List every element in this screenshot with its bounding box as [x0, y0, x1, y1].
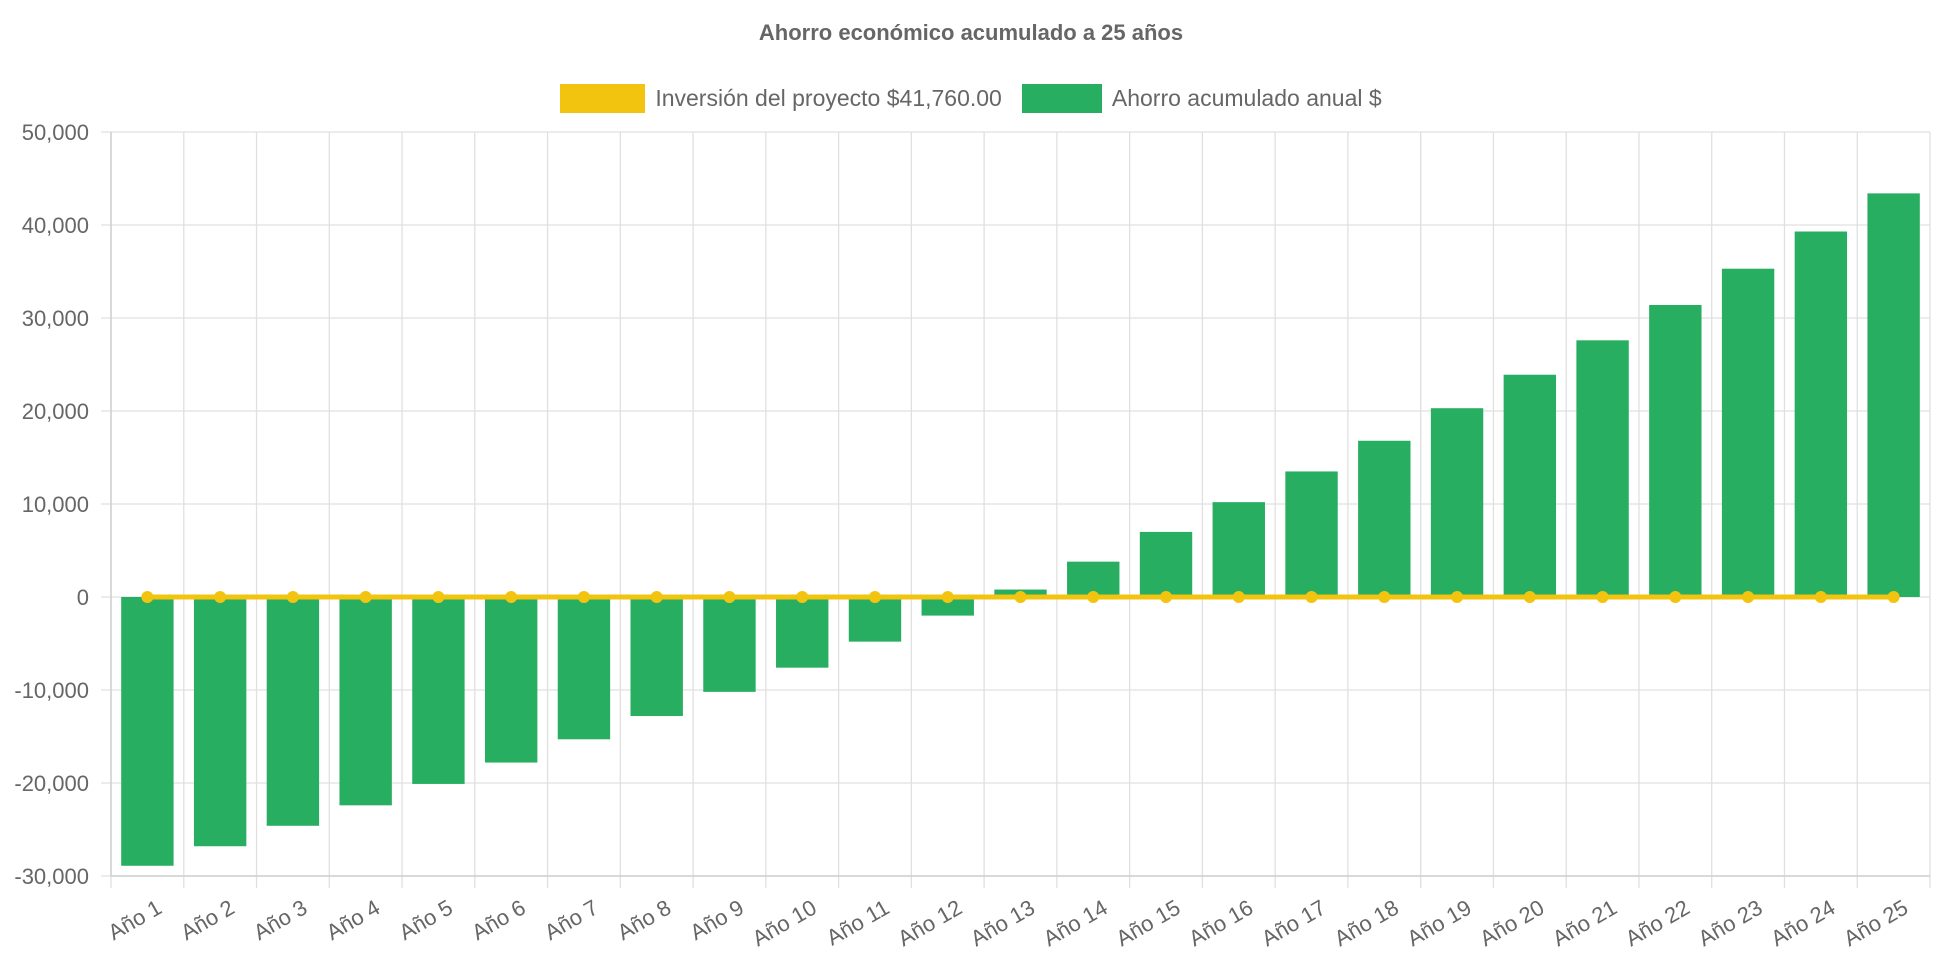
point-investment[interactable]: [723, 591, 736, 603]
bar-savings[interactable]: [1139, 531, 1193, 597]
x-tick-label: Año 20: [1475, 895, 1548, 952]
point-investment[interactable]: [1596, 591, 1609, 603]
bar-savings[interactable]: [1721, 268, 1775, 597]
y-tick-label: 40,000: [22, 213, 89, 238]
x-tick-label: Año 2: [176, 895, 238, 945]
x-axis-ticks: Año 1 Año 2 Año 3 Año 4 Año 5 Año 6 Año 7 Año 8…: [104, 895, 1913, 952]
point-investment[interactable]: [941, 591, 954, 603]
point-investment[interactable]: [1814, 591, 1827, 603]
x-tick-label: Año 15: [1112, 895, 1185, 952]
y-tick-label: 0: [77, 585, 89, 610]
line-series: [141, 591, 1900, 603]
point-investment[interactable]: [1742, 591, 1755, 603]
legend-item-investment[interactable]: Inversión del proyecto $41,760.00: [560, 84, 1002, 113]
point-investment[interactable]: [1014, 591, 1027, 603]
legend-label-investment: Inversión del proyecto $41,760.00: [655, 85, 1002, 111]
bar-savings[interactable]: [266, 597, 320, 826]
x-tick-label: Año 12: [893, 895, 966, 952]
y-axis-ticks: -30,000 -20,000 -10,000 0 10,000 20,000 30,000…: [14, 120, 89, 889]
bar-savings[interactable]: [1794, 231, 1848, 597]
x-tick-label: Año 1: [104, 895, 166, 945]
point-investment[interactable]: [505, 591, 518, 603]
point-investment[interactable]: [141, 591, 154, 603]
x-tick-label: Año 22: [1621, 895, 1694, 952]
bar-savings[interactable]: [1285, 471, 1338, 597]
point-investment[interactable]: [868, 591, 881, 603]
point-investment[interactable]: [432, 591, 445, 603]
legend-swatch-savings: [1021, 84, 1102, 113]
x-tick-label: Año 16: [1184, 895, 1257, 952]
chart-legend: Inversión del proyecto $41,760.00 Ahorro…: [0, 84, 1942, 113]
point-investment[interactable]: [1523, 591, 1536, 603]
x-tick-label: Año 5: [395, 895, 457, 945]
bar-savings[interactable]: [921, 597, 974, 616]
x-tick-label: Año 19: [1403, 895, 1476, 952]
bar-series: [121, 193, 1920, 866]
point-investment[interactable]: [650, 591, 663, 603]
bar-savings[interactable]: [339, 597, 392, 806]
y-tick-label: -30,000: [14, 864, 89, 889]
x-tick-label: Año 17: [1257, 895, 1330, 952]
legend-label-savings: Ahorro acumulado anual $: [1111, 85, 1382, 111]
point-investment[interactable]: [1887, 591, 1900, 603]
bar-savings[interactable]: [193, 597, 247, 847]
y-tick-label: 20,000: [22, 399, 89, 424]
x-tick-label: Año 23: [1694, 895, 1767, 952]
grid-lines: [101, 131, 1931, 888]
legend-item-savings[interactable]: Ahorro acumulado anual $: [1021, 84, 1382, 113]
bar-savings[interactable]: [557, 597, 611, 740]
bar-savings[interactable]: [1430, 408, 1484, 597]
bar-savings[interactable]: [121, 597, 174, 866]
point-investment[interactable]: [1160, 591, 1173, 603]
x-tick-label: Año 14: [1039, 895, 1112, 952]
point-investment[interactable]: [1305, 591, 1318, 603]
point-investment[interactable]: [1378, 591, 1391, 603]
y-tick-label: -20,000: [14, 771, 89, 796]
bar-savings[interactable]: [630, 597, 683, 717]
bar-savings[interactable]: [776, 597, 829, 668]
bar-savings[interactable]: [1576, 340, 1629, 597]
bar-savings[interactable]: [484, 597, 538, 763]
x-tick-label: Año 13: [966, 895, 1039, 952]
x-tick-label: Año 6: [467, 895, 529, 945]
x-tick-label: Año 4: [322, 895, 384, 945]
point-investment[interactable]: [1669, 591, 1682, 603]
x-tick-label: Año 10: [748, 895, 821, 952]
x-tick-label: Año 9: [686, 895, 748, 945]
bar-savings[interactable]: [1867, 193, 1920, 597]
point-investment[interactable]: [796, 591, 809, 603]
bar-savings[interactable]: [1503, 374, 1557, 597]
chart-title: Ahorro económico acumulado a 25 años: [758, 20, 1184, 45]
bar-savings[interactable]: [412, 597, 465, 784]
legend-swatch-investment: [560, 84, 646, 113]
point-investment[interactable]: [1232, 591, 1245, 603]
bar-savings[interactable]: [1358, 440, 1411, 597]
y-tick-label: 10,000: [22, 492, 89, 517]
point-investment[interactable]: [1451, 591, 1464, 603]
point-investment[interactable]: [286, 591, 299, 603]
y-tick-label: 30,000: [22, 306, 89, 331]
bar-savings[interactable]: [703, 597, 756, 692]
point-investment[interactable]: [577, 591, 590, 603]
bar-savings[interactable]: [848, 597, 902, 642]
point-investment[interactable]: [359, 591, 372, 603]
x-tick-label: Año 24: [1766, 895, 1839, 952]
x-tick-label: Año 18: [1330, 895, 1403, 952]
point-investment[interactable]: [1087, 591, 1100, 603]
bar-savings[interactable]: [1212, 502, 1265, 597]
x-tick-label: Año 3: [249, 895, 311, 945]
x-tick-label: Año 7: [540, 895, 602, 945]
y-tick-label: -10,000: [14, 678, 89, 703]
x-tick-label: Año 11: [822, 895, 893, 951]
point-investment[interactable]: [214, 591, 227, 603]
x-tick-label: Año 8: [613, 895, 675, 945]
x-tick-label: Año 21: [1548, 895, 1621, 952]
y-tick-label: 50,000: [22, 120, 89, 145]
bar-savings[interactable]: [1649, 304, 1702, 597]
x-tick-label: Año 25: [1839, 895, 1912, 952]
